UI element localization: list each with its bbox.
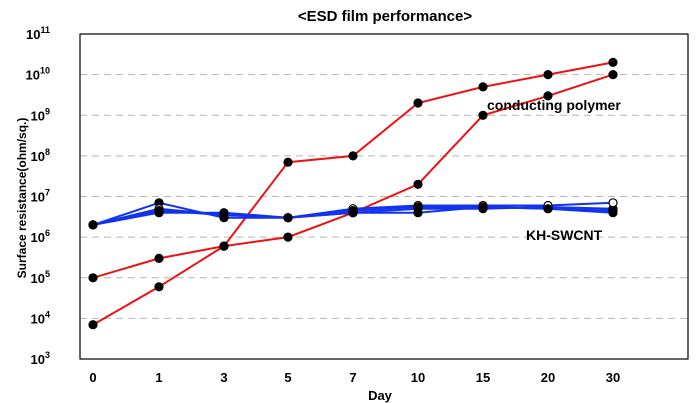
- annotation-conducting-polymer: conducting polymer: [487, 97, 621, 113]
- y-tick-label: 107: [31, 188, 50, 205]
- x-tick-label: 5: [284, 370, 291, 385]
- series-group: [88, 57, 618, 330]
- data-point: [413, 202, 423, 212]
- series-markers-1: [88, 69, 618, 283]
- x-tick-label: 0: [89, 370, 96, 385]
- plot-frame: [79, 33, 689, 360]
- data-point: [88, 273, 98, 283]
- x-tick-label: 20: [541, 370, 555, 385]
- y-tick-label: 103: [31, 350, 50, 367]
- data-point: [543, 91, 553, 101]
- y-axis-label: Surface resistance(ohm/sq.): [15, 118, 29, 279]
- data-point: [478, 82, 488, 92]
- data-point: [608, 69, 618, 80]
- y-tick-label: 106: [31, 228, 50, 245]
- data-point: [478, 110, 488, 120]
- data-point: [608, 206, 618, 216]
- data-point: [608, 57, 618, 68]
- data-point: [348, 206, 358, 216]
- annotations: conducting polymer KH-SWCNT: [487, 97, 621, 243]
- data-point: [283, 157, 293, 167]
- data-point: [348, 151, 358, 161]
- x-tick-labels: 0 1 3 5 7 10 15 20 30: [89, 370, 620, 385]
- data-point: [283, 232, 293, 242]
- annotation-kh-swcnt: KH-SWCNT: [526, 227, 603, 243]
- data-point: [154, 253, 164, 263]
- y-tick-label: 1010: [26, 66, 50, 83]
- y-tick-label: 108: [31, 147, 50, 164]
- data-point: [88, 320, 98, 330]
- data-point: [543, 204, 553, 214]
- x-tick-label: 15: [476, 370, 490, 385]
- y-tick-label: 109: [31, 106, 50, 123]
- gridlines: [80, 74, 688, 319]
- data-point: [219, 241, 229, 251]
- x-tick-label: 10: [411, 370, 425, 385]
- y-tick-label: 1011: [26, 25, 50, 42]
- x-tick-label: 1: [155, 370, 162, 385]
- data-point: [543, 69, 553, 80]
- x-tick-label: 3: [220, 370, 227, 385]
- series-markers-5: [88, 202, 618, 230]
- data-point: [608, 198, 618, 208]
- data-point: [413, 179, 423, 189]
- x-tick-label: 30: [606, 370, 620, 385]
- data-point: [154, 206, 164, 216]
- data-point: [219, 210, 229, 220]
- data-point: [88, 220, 98, 230]
- x-axis-label: Day: [368, 388, 393, 403]
- data-point: [413, 98, 423, 108]
- data-point: [154, 282, 164, 292]
- data-point: [283, 213, 293, 223]
- y-tick-label: 104: [31, 309, 50, 326]
- y-tick-label: 105: [31, 269, 50, 286]
- data-point: [478, 202, 488, 212]
- chart-title: <ESD film performance>: [298, 8, 472, 25]
- y-tick-labels: 103 104 105 106 107 108 109 1010 1011: [26, 25, 50, 367]
- x-tick-label: 7: [349, 370, 356, 385]
